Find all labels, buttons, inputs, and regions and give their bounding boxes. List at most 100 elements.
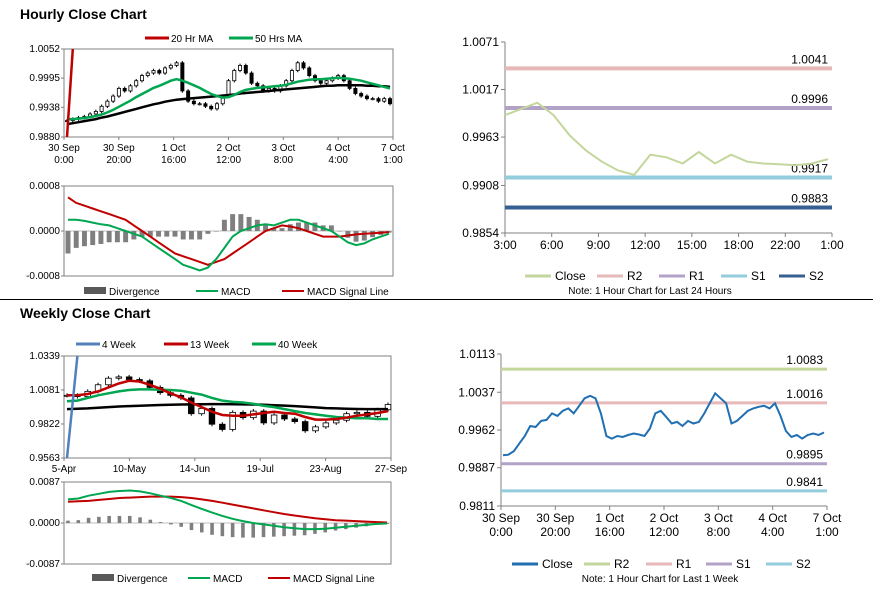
section-divider — [0, 299, 873, 300]
divergence-bar — [328, 225, 334, 231]
legend-label: Close — [542, 557, 573, 571]
legend-label: MACD — [221, 287, 250, 298]
weekly-macd-chart: 0.0087 0.0000 -0.0087 Divergence MACD MACD Si… — [26, 477, 392, 585]
x-tick-label: 4:00 — [328, 155, 348, 166]
y-tick-label: 0.9880 — [29, 132, 60, 143]
y-tick-label: 0.9887 — [458, 461, 495, 475]
legend-swatch — [92, 574, 114, 581]
divergence-bar — [345, 231, 351, 238]
wk40-line — [66, 402, 388, 411]
y-tick-label: 0.9995 — [29, 73, 60, 84]
x-tick-label: 12:00 — [216, 155, 241, 166]
divergence-bar — [147, 231, 153, 237]
divergence-bar — [123, 231, 129, 243]
candle-body — [208, 408, 216, 425]
x-tick-label: 18:00 — [724, 238, 754, 252]
divergence-bar — [261, 523, 266, 538]
x-tick-label: 2 Oct — [217, 143, 241, 154]
candle-body — [364, 95, 369, 100]
candle-body — [122, 87, 127, 92]
x-tick-label: 3:00 — [493, 238, 517, 252]
candle-body — [359, 93, 364, 97]
candle-body — [145, 72, 150, 77]
y-tick-label: 1.0017 — [462, 83, 499, 97]
candle-body — [307, 67, 312, 77]
x-tick-label: 1 Oct — [595, 511, 624, 525]
legend-label: Divergence — [109, 287, 160, 298]
x-tick-label: 14-Jun — [180, 464, 211, 474]
divergence-bar — [127, 515, 132, 523]
close-line — [504, 101, 829, 177]
divergence-bar — [353, 231, 359, 242]
candle-body — [232, 70, 237, 82]
candle-body — [93, 111, 98, 115]
divergence-bar — [312, 222, 318, 231]
legend-label: S1 — [751, 269, 766, 283]
x-tick-label: 30 Sep — [482, 511, 520, 525]
candle-body — [238, 64, 243, 71]
divergence-bar — [238, 214, 244, 231]
legend-swatch — [84, 287, 106, 294]
divergence-bar — [251, 523, 256, 538]
candle-body — [260, 410, 267, 424]
divergence-bar — [282, 523, 286, 537]
x-tick-label: 1:00 — [815, 525, 839, 539]
chart-note: Note: 1 Hour Chart for Last 1 Week — [582, 574, 740, 585]
legend-label: 13 Week — [190, 340, 230, 351]
divergence-bar — [263, 224, 269, 231]
y-tick-label: 0.9963 — [462, 130, 499, 144]
divergence-bar — [188, 231, 194, 240]
x-tick-label: 3 Oct — [704, 511, 733, 525]
level-label-r2: 1.0041 — [791, 52, 828, 66]
ma20-line — [67, 76, 391, 121]
divergence-bar — [213, 231, 219, 232]
x-tick-label: 16:00 — [595, 525, 625, 539]
x-tick-label: 12:00 — [649, 525, 679, 539]
x-tick-label: 1:00 — [820, 238, 844, 252]
macd-line — [68, 218, 390, 272]
macd-line — [67, 489, 388, 531]
divergence-bar — [304, 222, 310, 231]
ma50-line — [66, 84, 391, 126]
candle-body — [322, 422, 330, 428]
candle-body — [168, 64, 173, 69]
legend-label: 40 Week — [278, 340, 318, 351]
divergence-bar — [158, 522, 163, 523]
x-tick-label: 30 Sep — [536, 511, 574, 525]
divergence-bar — [106, 231, 112, 243]
signal-line — [67, 196, 390, 266]
x-tick-label: 16:00 — [161, 155, 186, 166]
hourly-macd-chart: 0.0008 0.0000 -0.0008 Divergence MACD MACD Si… — [26, 181, 394, 298]
level-label-s1: 0.9895 — [786, 448, 823, 462]
x-tick-label: 6:00 — [540, 238, 564, 252]
divergence-bar — [73, 231, 79, 248]
divergence-bar — [279, 228, 285, 231]
x-tick-label: 22:00 — [770, 238, 800, 252]
candle-body — [105, 377, 112, 386]
y-tick-label: 1.0113 — [459, 348, 495, 361]
candle-body — [289, 70, 294, 82]
candle-body — [163, 67, 168, 74]
divergence-bar — [139, 231, 145, 237]
x-tick-label: 7 Oct — [813, 511, 842, 525]
divergence-bar — [287, 224, 293, 231]
ylim-line — [65, 355, 79, 459]
y-tick-label: 1.0071 — [462, 35, 499, 49]
divergence-bar — [117, 515, 122, 523]
divergence-bar — [131, 231, 137, 240]
weekly-section-title: Weekly Close Chart — [20, 305, 151, 321]
candle-body — [249, 72, 254, 84]
divergence-bar — [295, 222, 301, 231]
y-tick-label: 1.0339 — [29, 351, 60, 362]
signal-line — [67, 495, 388, 524]
divergence-bar — [66, 520, 70, 523]
hourly-price-chart: 20 Hr MA 50 Hrs MA 1.0052 0.9995 0.9938 0.988… — [29, 34, 405, 166]
divergence-bar — [246, 216, 252, 231]
y-tick-label: -0.0008 — [26, 271, 60, 282]
x-tick-label: 7 Oct — [381, 143, 405, 154]
x-tick-label: 15:00 — [677, 238, 707, 252]
level-label-r1: 0.9996 — [791, 92, 828, 106]
legend-label: S2 — [809, 269, 824, 283]
candle-body — [291, 418, 299, 422]
